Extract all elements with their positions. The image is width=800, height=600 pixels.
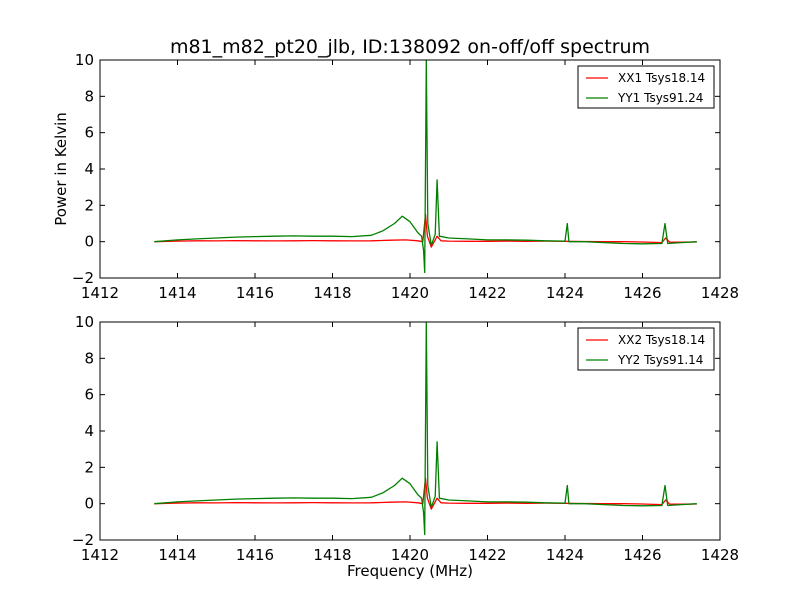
y-tick-label: 2	[84, 196, 94, 214]
legend-label: YY1 Tsys91.24	[617, 91, 703, 105]
legend-box	[577, 65, 715, 109]
figure-title: m81_m82_pt20_jlb, ID:138092 on-off/off s…	[170, 36, 650, 58]
series-line-1	[154, 213, 697, 248]
series-group	[154, 322, 697, 536]
legend-box	[577, 327, 715, 371]
x-tick-label: 1414	[158, 546, 196, 564]
y-tick-label: 8	[84, 87, 94, 105]
y-tick-label: 4	[84, 422, 94, 440]
x-tick-label: 1426	[623, 546, 661, 564]
x-tick-label: 1418	[313, 284, 351, 302]
legend-label: YY2 Tsys91.14	[617, 353, 703, 367]
x-tick-label: 1414	[158, 284, 196, 302]
x-tick-label: 1412	[81, 546, 119, 564]
top-panel: 1412 1414 1416 1418 1420 1422 1424 1426 1428 −2 0 2…	[72, 51, 739, 302]
series-line-2	[154, 60, 697, 274]
x-tick-label: 1426	[623, 284, 661, 302]
x-tick-label: 1422	[468, 546, 506, 564]
bottom-panel: 1412 1414 1416 1418 1420 1422 1424 1426 1428 −2 0 2…	[72, 313, 739, 564]
x-tick-label: 1422	[468, 284, 506, 302]
x-tick-label: 1416	[236, 284, 274, 302]
legend-label: XX2 Tsys18.14	[618, 333, 705, 347]
x-tick-label: 1420	[391, 284, 429, 302]
x-tick-label: 1418	[313, 546, 351, 564]
x-tick-label: 1412	[81, 284, 119, 302]
y-tick-label: −2	[72, 531, 94, 549]
x-tick-label: 1428	[701, 546, 739, 564]
y-tick-label: −2	[72, 269, 94, 287]
x-tick-label: 1428	[701, 284, 739, 302]
x-tick-label: 1424	[546, 284, 584, 302]
y-tick-label: 6	[84, 124, 94, 142]
y-tick-label: 10	[75, 313, 94, 331]
x-tick-label: 1416	[236, 546, 274, 564]
x-axis-label: Frequency (MHz)	[347, 562, 473, 580]
y-tick-label: 6	[84, 386, 94, 404]
series-group	[154, 60, 697, 274]
legend: XX2 Tsys18.14 YY2 Tsys91.14	[577, 327, 715, 371]
y-tick-label: 2	[84, 458, 94, 476]
y-axis-label: Power in Kelvin	[52, 112, 70, 226]
x-tick-label: 1420	[391, 546, 429, 564]
y-tick-label: 0	[84, 233, 94, 251]
series-line-1	[154, 477, 697, 510]
y-tick-label: 4	[84, 160, 94, 178]
legend-label: XX1 Tsys18.14	[618, 71, 705, 85]
y-tick-label: 10	[75, 51, 94, 69]
series-line-2	[154, 322, 697, 536]
legend: XX1 Tsys18.14 YY1 Tsys91.24	[577, 65, 715, 109]
y-tick-label: 0	[84, 495, 94, 513]
x-tick-label: 1424	[546, 546, 584, 564]
y-tick-label: 8	[84, 349, 94, 367]
